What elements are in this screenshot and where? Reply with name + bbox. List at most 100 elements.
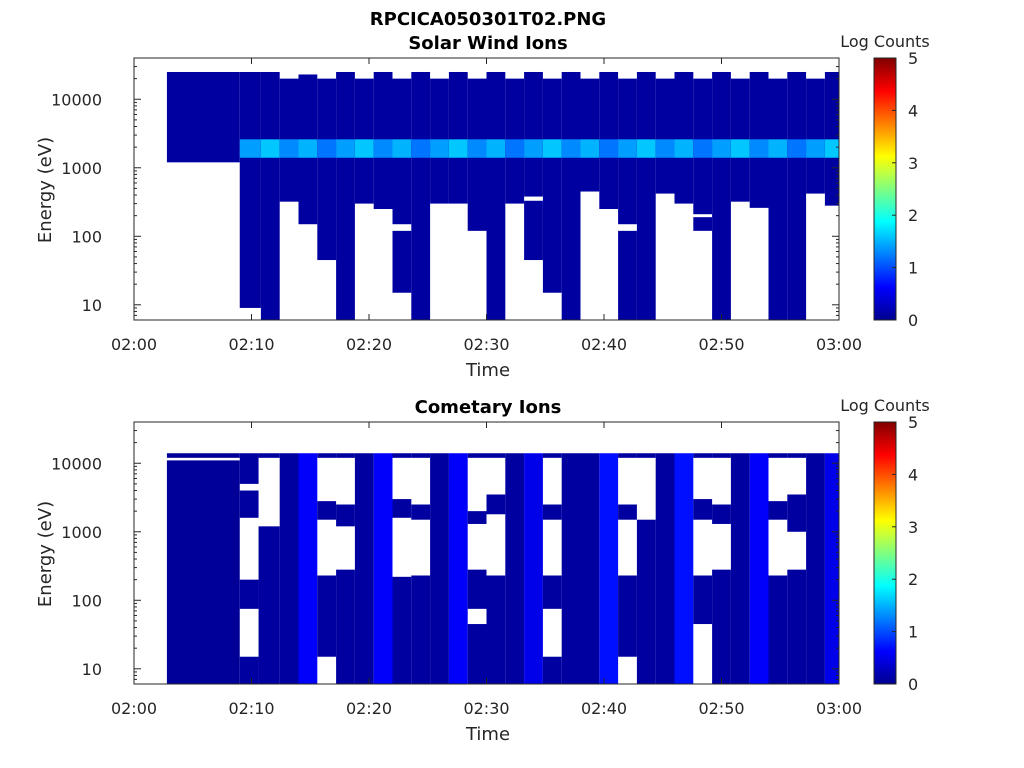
heatmap-peak-cell xyxy=(806,139,825,158)
heatmap-peak-cell xyxy=(505,139,525,158)
heatmap-cell xyxy=(542,78,562,293)
colorbar-tick-label: 1 xyxy=(908,259,918,278)
colorbar-tick-label: 4 xyxy=(908,465,918,484)
heatmap-cell xyxy=(636,71,656,321)
heatmap-cell xyxy=(787,453,807,458)
heatmap-peak-cell xyxy=(354,139,374,158)
heatmap-peak-cell xyxy=(561,139,581,158)
heatmap-peak-cell xyxy=(279,139,299,158)
heatmap-cell xyxy=(768,501,788,520)
x-tick-label: 02:20 xyxy=(346,699,392,718)
heatmap-cell xyxy=(787,494,807,532)
heatmap-cell xyxy=(392,499,412,518)
y-tick-label: 10 xyxy=(82,296,102,315)
panel-solar-wind: Solar Wind Ions 02:00 02:10 02:20 02:30 02:4… xyxy=(35,32,930,381)
colorbar-ticks: 0 1 2 3 4 5 xyxy=(892,49,918,330)
x-tick-label: 02:00 xyxy=(111,335,157,354)
heatmap-cell xyxy=(730,453,750,684)
heatmap-cell xyxy=(768,78,788,320)
heatmap-cell xyxy=(260,71,280,321)
heatmap-cell xyxy=(411,575,431,684)
colorbar-gradient xyxy=(873,57,897,321)
x-tick-label: 02:50 xyxy=(698,699,744,718)
heatmap-cell xyxy=(636,453,656,458)
heatmap-peak-cell xyxy=(317,139,337,158)
heatmap-cell xyxy=(467,511,487,524)
heatmap-peak-cell xyxy=(542,139,562,158)
heatmap-cell xyxy=(239,579,259,609)
colorbar-tick-label: 1 xyxy=(908,623,918,642)
heatmap-cell xyxy=(655,453,675,684)
heatmap-cell xyxy=(524,453,543,684)
heatmap-area xyxy=(166,71,839,321)
heatmap-cell xyxy=(618,575,637,657)
heatmap-cell xyxy=(486,453,506,458)
heatmap-cell xyxy=(806,453,825,684)
heatmap-peak-cell xyxy=(373,139,393,158)
colorbar-tick-label: 2 xyxy=(908,206,918,225)
heatmap-cell xyxy=(712,504,731,524)
heatmap-peak-cell xyxy=(524,139,543,158)
heatmap-cell xyxy=(693,575,713,625)
heatmap-cell xyxy=(486,71,506,321)
y-axis-label: Energy (eV) xyxy=(35,137,56,243)
colorbar-tick-label: 0 xyxy=(908,311,918,330)
heatmap-cell xyxy=(336,504,355,527)
heatmap-cell xyxy=(448,453,468,684)
heatmap-peak-cell xyxy=(749,139,769,158)
heatmap-cell xyxy=(430,453,449,684)
heatmap-cell xyxy=(467,453,487,458)
heatmap-cell xyxy=(166,453,240,458)
heatmap-cell xyxy=(298,453,318,684)
heatmap-cell xyxy=(618,453,637,458)
colorbar-tick-label: 5 xyxy=(908,49,918,68)
heatmap-cell xyxy=(655,78,675,194)
heatmap-cell xyxy=(317,575,337,657)
heatmap-cell xyxy=(279,453,299,684)
heatmap-cell xyxy=(693,499,713,520)
x-tick-label: 02:40 xyxy=(581,699,627,718)
heatmap-peak-cell xyxy=(298,139,318,158)
x-tick-label: 02:00 xyxy=(111,699,157,718)
colorbar-tick-label: 3 xyxy=(908,518,918,537)
heatmap-cell xyxy=(768,575,788,684)
heatmap-cell xyxy=(239,453,259,484)
heatmap-cell xyxy=(749,453,769,684)
heatmap-cell xyxy=(768,453,788,458)
x-tick-label: 03:00 xyxy=(816,335,862,354)
heatmap-cell xyxy=(542,504,562,520)
heatmap-cell xyxy=(392,230,412,293)
colorbar-tick-label: 0 xyxy=(908,675,918,694)
heatmap-peak-cell xyxy=(486,139,506,158)
y-tick-label: 10000 xyxy=(51,90,102,109)
heatmap-cell xyxy=(239,490,259,518)
heatmap-cell xyxy=(336,453,355,458)
heatmap-cell xyxy=(166,460,240,684)
panel-title: Solar Wind Ions xyxy=(408,33,567,54)
heatmap-cell xyxy=(580,78,600,192)
heatmap-cell xyxy=(561,453,581,684)
heatmap-cell xyxy=(693,453,713,458)
y-axis-label: Energy (eV) xyxy=(35,501,56,607)
heatmap-cell xyxy=(505,453,525,684)
colorbar-tick-label: 4 xyxy=(908,101,918,120)
heatmap-cell xyxy=(258,526,280,684)
heatmap-cell xyxy=(373,453,393,684)
colorbar: Log Counts 0 1 2 3 4 5 xyxy=(840,32,930,330)
heatmap-cell xyxy=(392,576,412,684)
heatmap-cell xyxy=(674,71,694,204)
heatmap-peak-cell xyxy=(411,139,431,158)
y-tick-label: 100 xyxy=(71,591,102,610)
x-tick-label: 02:30 xyxy=(463,699,509,718)
heatmap-peak-cell xyxy=(655,139,675,158)
heatmap-cell xyxy=(618,504,637,520)
heatmap-cell xyxy=(467,569,487,609)
heatmap-cell xyxy=(336,569,355,684)
heatmap-peak-cell xyxy=(636,139,656,158)
heatmap-peak-cell xyxy=(787,139,807,158)
heatmap-cell xyxy=(317,453,337,458)
x-ticks: 02:00 02:10 02:20 02:30 02:40 02:50 03:00 xyxy=(111,58,862,354)
x-tick-label: 02:20 xyxy=(346,335,392,354)
heatmap-peak-cell xyxy=(730,139,750,158)
heatmap-cell xyxy=(258,453,280,458)
